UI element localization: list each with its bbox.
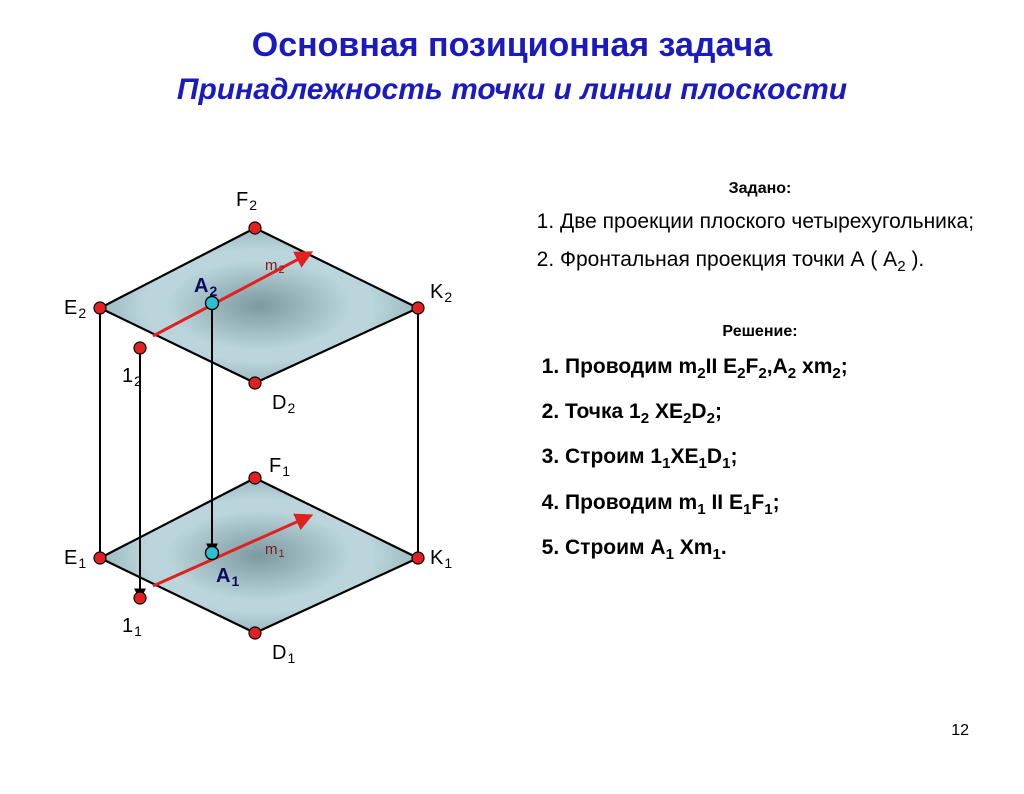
vertex-dot [249, 627, 261, 639]
vertex-dot [134, 592, 146, 604]
solution-item: Строим 11XE1D1; [565, 445, 990, 472]
solution-heading: Решение: [530, 323, 990, 341]
vertex-dot [94, 302, 106, 314]
solution-item: Проводим m1 II E1F1; [565, 491, 990, 518]
quad-face [100, 228, 418, 383]
page-title: Основная позиционная задача [0, 26, 1024, 65]
vertex-dot [249, 472, 261, 484]
vertex-dot [412, 302, 424, 314]
given-item: Фронтальная проекция точки А ( А2 ). [560, 246, 990, 278]
diagram-label: F1 [269, 455, 290, 479]
solution-item: Точка 12 XE2D2; [565, 400, 990, 427]
diagram-label: K2 [430, 281, 452, 305]
given-list: Две проекции плоского четырехугольника; Ф… [530, 208, 990, 278]
point-A [206, 547, 219, 560]
vertex-dot [134, 342, 146, 354]
text-panel: Задано: Две проекции плоского четырехуго… [530, 180, 990, 581]
diagram-label: D2 [272, 392, 295, 416]
vertex-dot [94, 552, 106, 564]
diagram-label: E2 [64, 297, 86, 321]
given-heading: Задано: [530, 180, 990, 198]
diagram-label: E1 [64, 547, 86, 571]
vertex-dot [249, 222, 261, 234]
diagram-label: K1 [430, 547, 452, 571]
solution-list: Проводим m2II E2F2,А2 xm2; Точка 12 XE2D2… [530, 355, 990, 563]
given-item: Две проекции плоского четырехугольника; [560, 208, 990, 236]
quad-face [100, 478, 418, 633]
page-subtitle: Принадлежность точки и линии плоскости [0, 73, 1024, 107]
projection-diagram: E2F2K2D212А2m2E1F1K1D111А1m1 [40, 168, 510, 688]
vertex-dot [412, 552, 424, 564]
diagram-label: F2 [236, 189, 257, 213]
diagram-label: D1 [272, 642, 295, 666]
solution-item: Проводим m2II E2F2,А2 xm2; [565, 355, 990, 382]
vertex-dot [249, 377, 261, 389]
solution-item: Строим А1 Xm1. [565, 536, 990, 563]
page-number: 12 [951, 722, 969, 740]
diagram-label: 11 [122, 615, 142, 639]
